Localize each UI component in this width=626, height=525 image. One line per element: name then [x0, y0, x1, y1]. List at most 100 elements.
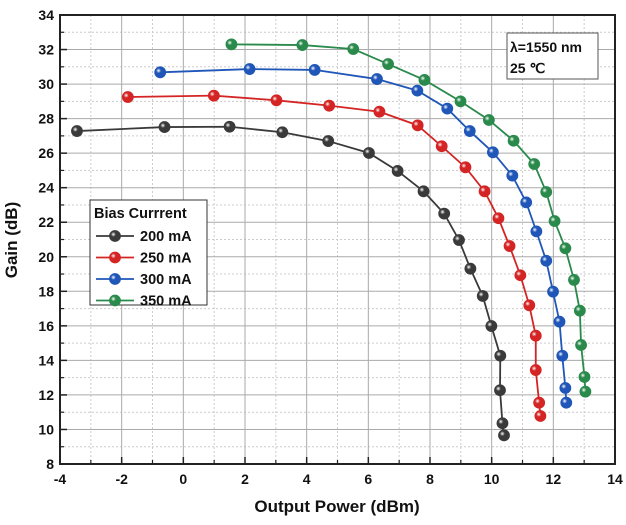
data-point [560, 396, 573, 409]
data-point [478, 185, 491, 198]
data-point [371, 73, 383, 85]
data-point [454, 95, 467, 108]
y-axis-label: Gain (dB) [2, 202, 21, 279]
data-point [533, 396, 546, 409]
data-point [243, 63, 256, 75]
series-350-mA [225, 38, 592, 398]
data-point [523, 299, 536, 312]
x-tick-label: -4 [54, 471, 67, 487]
y-tick-label: 30 [38, 76, 54, 92]
y-tick-label: 16 [38, 318, 54, 334]
x-axis-label: Output Power (dBm) [254, 497, 419, 516]
data-point [435, 140, 448, 153]
legend-marker [109, 294, 121, 307]
annotation-box: λ=1550 nm 25 ℃ [506, 32, 599, 80]
data-point [540, 186, 553, 198]
legend-label: 250 mA [140, 251, 192, 267]
data-point [579, 385, 592, 398]
data-point [308, 64, 321, 76]
data-point [482, 114, 495, 126]
data-point [71, 125, 83, 137]
legend-label: 300 mA [140, 272, 192, 288]
data-point [553, 315, 566, 328]
data-point [494, 349, 507, 362]
data-point [476, 290, 489, 302]
x-tick-label: 10 [484, 471, 500, 487]
data-point [529, 364, 542, 376]
legend-label: 350 mA [140, 294, 192, 310]
legend: Bias Currrent 200 mA 250 mA 300 mA 350 mA [89, 199, 208, 310]
data-point [534, 410, 547, 422]
data-point [438, 207, 451, 220]
data-point [559, 382, 572, 394]
data-point [154, 66, 167, 79]
data-point [556, 349, 569, 362]
data-point [382, 58, 394, 70]
y-tick-label: 10 [38, 421, 54, 437]
y-tick-label: 34 [38, 7, 54, 23]
legend-marker [109, 230, 121, 242]
data-point [347, 43, 360, 55]
temperature-annotation: 25 ℃ [510, 60, 545, 76]
series-layer [71, 38, 592, 442]
data-point [453, 234, 465, 246]
data-point [548, 215, 561, 227]
data-point [520, 196, 533, 209]
y-tick-label: 22 [38, 214, 54, 230]
y-tick-label: 24 [38, 180, 54, 196]
data-point [547, 285, 559, 298]
data-point [507, 134, 520, 147]
data-point [573, 304, 586, 317]
data-point [578, 371, 591, 383]
x-tick-label: 14 [607, 471, 623, 487]
data-point [391, 165, 404, 177]
data-point [323, 99, 336, 112]
x-tick-label: -2 [115, 471, 128, 487]
data-point [441, 102, 454, 115]
data-point [575, 339, 587, 351]
data-point [492, 212, 505, 225]
data-point [463, 125, 476, 137]
data-point [418, 74, 431, 86]
y-tick-label: 20 [38, 249, 54, 265]
data-point [496, 417, 509, 430]
data-point [223, 120, 236, 133]
series-300-mA [154, 63, 573, 409]
data-point [207, 89, 220, 102]
y-tick-label: 8 [46, 456, 54, 472]
data-point [528, 158, 541, 170]
x-tick-label: 8 [426, 471, 434, 487]
y-tick-label: 26 [38, 145, 54, 161]
data-point [158, 121, 171, 133]
data-point [514, 269, 527, 282]
data-point [464, 262, 477, 275]
data-point [559, 242, 572, 255]
data-point [296, 39, 309, 51]
data-point [529, 329, 542, 342]
series-250-mA [121, 89, 547, 422]
data-point [503, 240, 516, 252]
data-point [459, 161, 472, 174]
data-point [363, 147, 375, 159]
legend-marker [109, 251, 121, 264]
legend-marker [109, 273, 121, 285]
data-point [506, 169, 519, 182]
data-point [373, 105, 386, 118]
data-point [530, 225, 543, 238]
axis-ticks: -4 -2 0 2 4 6 8 10 12 148101214161820222426283032… [38, 7, 623, 487]
data-point [270, 94, 283, 107]
data-point [276, 126, 289, 139]
data-point [411, 84, 424, 97]
data-point [486, 146, 499, 159]
x-tick-label: 2 [241, 471, 249, 487]
data-point [225, 38, 238, 51]
y-tick-label: 14 [38, 352, 54, 368]
data-point [568, 274, 580, 286]
x-tick-label: 6 [364, 471, 372, 487]
data-point [322, 135, 335, 147]
x-tick-label: 4 [303, 471, 311, 487]
y-tick-label: 32 [38, 42, 54, 58]
legend-title: Bias Currrent [94, 206, 187, 222]
y-tick-label: 28 [38, 111, 54, 127]
